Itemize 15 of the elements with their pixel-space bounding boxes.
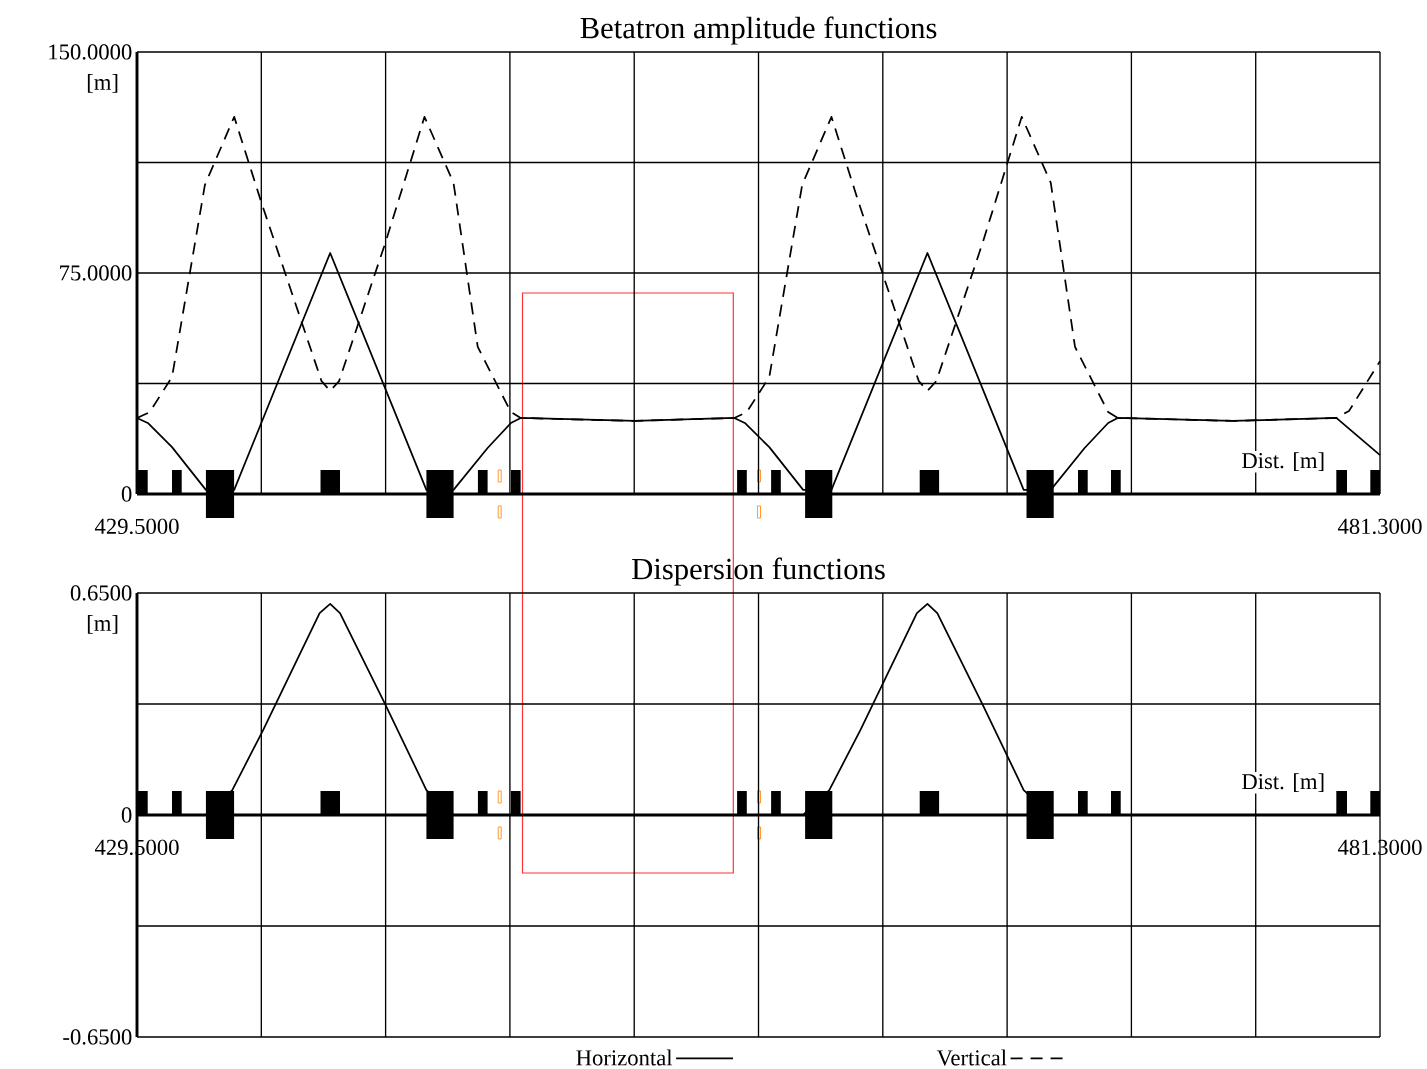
x-axis-title: Dist. [m] — [1241, 773, 1324, 793]
x-tick-label: 429.5000 — [94, 518, 179, 535]
y-axis-title: [m] — [87, 74, 118, 93]
y-tick-label: 150.0000 — [49, 44, 132, 60]
legend-label: Vertical — [936, 1049, 1007, 1066]
y-tick-label: 0.6500 — [70, 585, 132, 601]
y-axis-title: [m] — [87, 615, 118, 634]
y-tick-label: 0 — [121, 807, 132, 823]
y-tick-label: 75.0000 — [60, 265, 132, 281]
legend-label: Horizontal — [576, 1049, 673, 1066]
x-tick-label: 481.3000 — [1337, 518, 1422, 535]
chart-title: Betatron amplitude functions — [580, 16, 937, 45]
y-tick-label: -0.6500 — [63, 1029, 132, 1045]
y-tick-label: 0 — [121, 486, 132, 502]
x-axis-title: Dist. [m] — [1241, 452, 1324, 472]
